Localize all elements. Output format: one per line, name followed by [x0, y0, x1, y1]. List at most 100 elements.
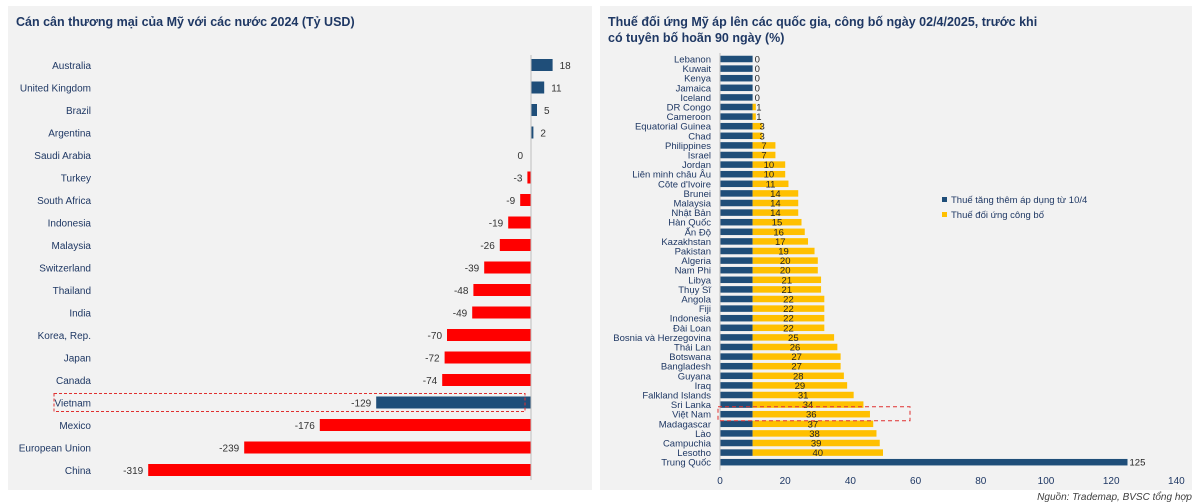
category-label-dr-congo: DR Congo	[667, 103, 711, 114]
bar-increase-fiji	[720, 305, 753, 312]
bar-canada	[442, 374, 531, 386]
category-label-switzerland: Switzerland	[39, 264, 91, 275]
bar-japan	[444, 351, 531, 364]
bar-brazil	[531, 104, 537, 116]
bar-reciprocal-guyana	[752, 372, 844, 380]
bar-increase-chad	[720, 132, 753, 140]
bar-increase-sri-lanka	[720, 401, 753, 408]
bar-reciprocal-pakistan	[752, 247, 815, 255]
category-label-lebanon: Lebanon	[674, 55, 711, 66]
data-label-jordan: 10	[764, 160, 775, 171]
x-tick-label-40: 40	[845, 476, 857, 487]
bar-reciprocal-lao	[752, 430, 877, 437]
category-label-kuwait: Kuwait	[682, 64, 711, 75]
category-label-falkland-islands: Falkland Islands	[642, 391, 711, 402]
category-label-south-africa: South Africa	[37, 196, 91, 207]
bar-turkey	[527, 171, 531, 184]
x-tick-label-140: 140	[1168, 476, 1185, 487]
bar-increase-cameroon	[720, 113, 753, 120]
bar-reciprocal-ai-loan	[752, 324, 825, 332]
right-chart-panel: Thuế đối ứng Mỹ áp lên các quốc gia, côn…	[600, 6, 1192, 490]
category-label-chad: Chad	[688, 131, 711, 142]
category-label-turkey: Turkey	[61, 174, 91, 185]
bar-increase-falkland-islands	[720, 391, 753, 399]
bar-increase-cote-d-ivoire	[720, 180, 753, 188]
category-label-mexico: Mexico	[59, 421, 91, 432]
category-label-jordan: Jordan	[682, 160, 711, 171]
category-label-libya: Libya	[688, 275, 711, 286]
category-label-guyana: Guyana	[678, 371, 712, 382]
bar-increase-equatorial-guinea	[720, 122, 753, 130]
data-label-saudi-arabia: 0	[517, 151, 523, 162]
legend-swatch-increase	[942, 197, 947, 202]
left-chart-title: Cán cân thương mại của Mỹ với các nước 2…	[16, 15, 355, 29]
data-label-bosnia-va-herzegovina: 25	[788, 333, 799, 344]
data-label-nam-phi: 20	[780, 266, 791, 277]
left-chart-svg: Australia 18 United Kingdom 11 Brazil 5 Argent…	[19, 55, 571, 480]
bar-increase-lesotho	[720, 449, 753, 456]
data-label-turkey: -3	[513, 174, 522, 185]
data-label-campuchia: 39	[811, 439, 822, 450]
data-label-korea-rep: -70	[428, 331, 443, 342]
bar-increase-libya	[720, 276, 753, 284]
data-label-pakistan: 19	[778, 247, 789, 258]
bar-malaysia	[499, 239, 531, 251]
category-label-madagascar: Madagascar	[659, 419, 711, 430]
bar-increase-ai-loan	[720, 324, 753, 332]
category-label-pakistan: Pakistan	[675, 247, 711, 258]
data-label-vietnam: -129	[351, 399, 371, 410]
bar-increase-guyana	[720, 372, 753, 380]
x-tick-label-100: 100	[1038, 476, 1055, 487]
category-label-algeria: Algeria	[681, 256, 711, 267]
bar-reciprocal-iraq	[752, 382, 848, 389]
data-label-chad: 3	[759, 131, 764, 142]
category-label-philippines: Philippines	[665, 141, 711, 152]
data-label-ai-loan: 22	[783, 323, 794, 334]
data-label-iraq: 29	[795, 381, 806, 392]
bar-australia	[531, 59, 553, 71]
data-label-han-quoc: 15	[772, 218, 783, 229]
category-label-bosnia-va-herzegovina: Bosnia và Herzegovina	[613, 333, 711, 344]
data-label-indonesia: -19	[489, 219, 504, 230]
data-label-lesotho: 40	[813, 448, 824, 459]
bar-reciprocal-han-quoc	[752, 218, 802, 226]
bar-reciprocal-libya	[752, 276, 822, 284]
bar-argentina	[531, 126, 534, 139]
bar-increase-iceland	[720, 94, 753, 101]
bar-china	[148, 464, 531, 476]
bar-reciprocal-lesotho	[752, 449, 883, 456]
bar-reciprocal-equatorial-guinea	[752, 122, 763, 130]
category-label-trung-quoc: Trung Quốc	[661, 458, 711, 469]
data-label-libya: 21	[782, 275, 793, 286]
data-label-israel: 7	[761, 151, 766, 162]
category-label-ai-loan: Đài Loan	[673, 323, 711, 334]
category-label-equatorial-guinea: Equatorial Guinea	[635, 122, 712, 133]
bar-reciprocal-nhat-ban	[752, 209, 799, 216]
left-chart-panel: Cán cân thương mại của Mỹ với các nước 2…	[8, 6, 592, 490]
category-label-european-union: European Union	[19, 444, 91, 455]
category-label-indonesia: Indonesia	[48, 219, 92, 230]
category-label-cote-d-ivoire: Côte d'Ivoire	[658, 179, 711, 190]
data-label-china: -319	[123, 466, 143, 477]
bar-increase-indonesia	[720, 314, 753, 322]
category-label-han-quoc: Hàn Quốc	[668, 218, 711, 229]
category-label-canada: Canada	[56, 376, 91, 387]
legend-swatch-reciprocal	[942, 212, 947, 217]
bar-reciprocal-viet-nam	[752, 410, 870, 418]
category-label-korea-rep: Korea, Rep.	[38, 331, 91, 342]
bar-reciprocal-thai-lan	[752, 343, 838, 351]
category-label-sri-lanka: Sri Lanka	[671, 400, 712, 411]
category-label-an-o: Ấn Độ	[685, 227, 711, 238]
bar-reciprocal-falkland-islands	[752, 391, 854, 399]
bar-mexico	[319, 419, 531, 431]
category-label-thai-lan: Thái Lan	[674, 343, 711, 354]
data-label-iceland: 0	[755, 93, 760, 104]
category-label-kenya: Kenya	[684, 74, 712, 85]
data-label-lao: 38	[809, 429, 820, 440]
category-label-jamaica: Jamaica	[676, 83, 712, 94]
right-chart-title: Thuế đối ứng Mỹ áp lên các quốc gia, côn…	[608, 15, 1038, 45]
bar-reciprocal-sri-lanka	[752, 401, 864, 408]
bar-increase-trung-quoc	[720, 458, 1128, 466]
data-label-kazakhstan: 17	[775, 237, 786, 248]
right-chart-svg: Lebanon 0 Kuwait 0 Kenya 0 Jamaica 0 Iceland 0 DR …	[613, 53, 1185, 487]
